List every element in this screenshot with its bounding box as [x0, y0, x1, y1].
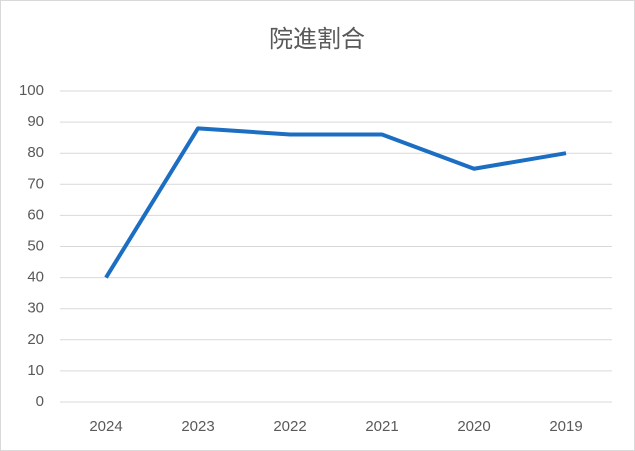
y-tick-label: 90 [27, 113, 44, 130]
x-tick-label: 2020 [457, 418, 490, 435]
y-tick-label: 60 [27, 206, 44, 223]
y-tick-label: 80 [27, 144, 44, 161]
y-tick-label: 0 [36, 393, 44, 410]
y-tick-label: 30 [27, 300, 44, 317]
y-tick-label: 20 [27, 331, 44, 348]
y-tick-label: 70 [27, 175, 44, 192]
x-tick-label: 2022 [273, 418, 306, 435]
x-tick-label: 2021 [365, 418, 398, 435]
y-tick-label: 40 [27, 269, 44, 286]
x-tick-label: 2023 [181, 418, 214, 435]
y-tick-label: 100 [19, 82, 44, 99]
chart-title: 院進割合 [269, 25, 365, 53]
y-tick-label: 10 [27, 362, 44, 379]
x-tick-label: 2019 [549, 418, 582, 435]
x-tick-label: 2024 [89, 418, 122, 435]
data-line [104, 126, 567, 279]
y-tick-label: 50 [27, 237, 44, 254]
